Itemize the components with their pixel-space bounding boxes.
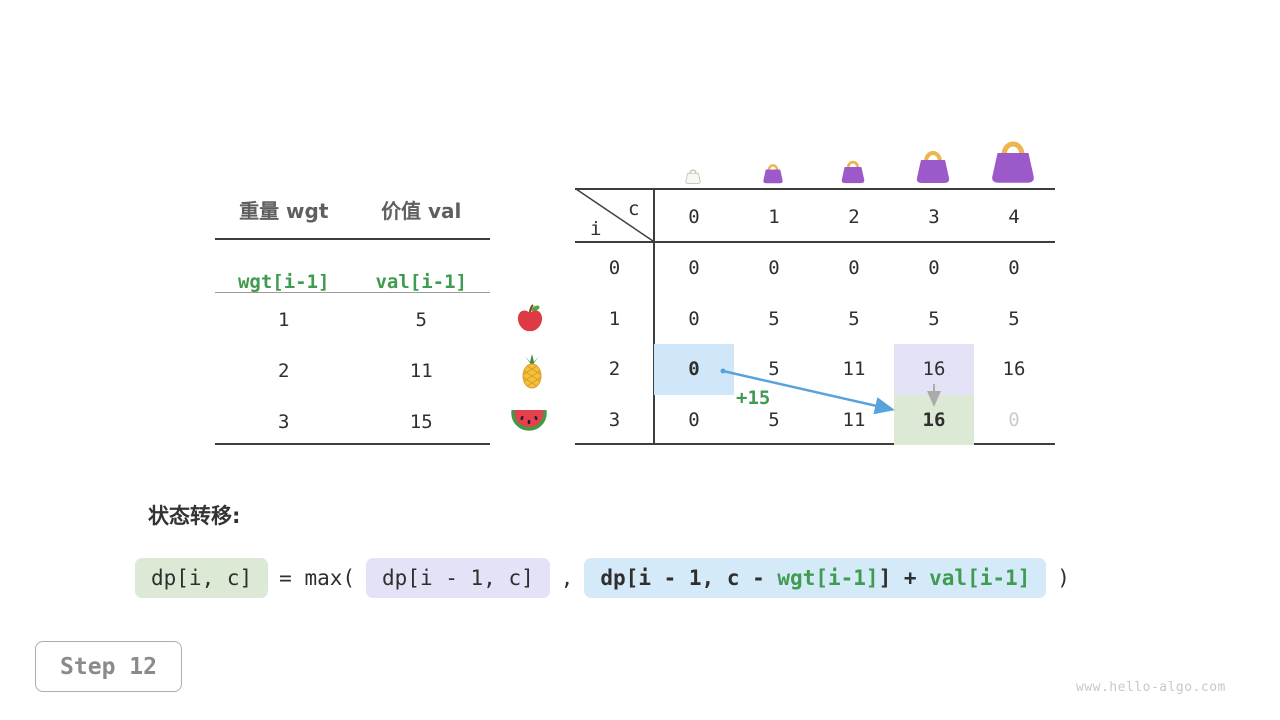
formula-option2: dp[i - 1, c - wgt[i-1]] + val[i-1] [584, 558, 1047, 598]
dp-col-header: 4 [1008, 206, 1020, 228]
items-table-row: 1 5 [215, 305, 490, 335]
items-table-row: 2 11 [215, 356, 490, 386]
dp-cell: 5 [928, 307, 940, 330]
watermelon-icon [511, 410, 547, 431]
bag-icon-2 [841, 160, 865, 184]
dp-corner-row-label: i [590, 218, 602, 240]
section-label: 状态转移: [148, 504, 241, 528]
item-val: 15 [409, 411, 433, 433]
dp-cell: 0 [928, 257, 940, 280]
dp-cell: 5 [848, 307, 860, 330]
dp-table-top-border [575, 188, 1055, 190]
dp-cell: 5 [768, 307, 780, 330]
formula-option2-wgt: wgt[i-1] [777, 566, 879, 590]
dp-cell: 11 [842, 358, 866, 381]
dp-cell: 0 [688, 257, 700, 280]
items-table-bottom-divider [215, 443, 490, 445]
bag-icon-0 [685, 169, 701, 184]
item-wgt: 3 [278, 411, 290, 433]
dp-corner-diagonal [575, 188, 654, 242]
items-header-val: 价值 val [381, 199, 462, 223]
items-header-wgt: 重量 wgt [239, 199, 329, 223]
dp-cell: 5 [768, 408, 780, 431]
formula-option2-val: val[i-1] [929, 566, 1031, 590]
dp-cell: 0 [768, 257, 780, 280]
dp-cell: 0 [688, 408, 700, 431]
bag-icon-4 [992, 141, 1034, 183]
formula-lhs: dp[i, c] [135, 558, 269, 598]
item-wgt: 2 [278, 360, 290, 382]
items-table-top-divider [215, 238, 490, 240]
dp-corner-col-label: c [628, 198, 640, 220]
dp-row-headers: 0 1 2 3 [575, 243, 654, 445]
dp-table-vertical-divider [653, 188, 655, 445]
dp-cell-source: 0 [688, 358, 700, 381]
dp-cell: 5 [768, 358, 780, 381]
items-table-row: 3 15 [215, 407, 490, 437]
dp-row-header: 0 [608, 257, 621, 280]
item-val: 11 [409, 360, 433, 382]
bag-icon-3 [916, 151, 950, 183]
dp-col-header: 1 [768, 206, 780, 228]
formula-option2-prefix: dp[i - 1, c - [600, 566, 778, 590]
dp-row-header: 2 [608, 358, 621, 381]
bag-icon-1 [763, 164, 783, 184]
formula-separator: , [560, 566, 574, 590]
dp-row-header: 1 [608, 307, 621, 330]
transition-value-label: +15 [736, 387, 771, 409]
formula-option1: dp[i - 1, c] [366, 558, 550, 598]
dp-cell: 11 [842, 408, 866, 431]
formula-option2-infix: ] + [878, 566, 930, 590]
dp-cell: 16 [1002, 358, 1026, 381]
item-val: 5 [415, 309, 427, 331]
items-index-wgt: wgt[i-1] [237, 271, 330, 293]
dp-table-cells: 0 0 0 0 0 0 5 5 5 5 0 5 11 16 16 0 5 11 … [654, 243, 1054, 445]
dp-cell-current: 16 [922, 408, 946, 431]
dp-col-headers: 0 1 2 3 4 [654, 196, 1054, 238]
dp-cell-above: 16 [922, 358, 946, 381]
dp-cell: 0 [688, 307, 700, 330]
pineapple-icon [522, 354, 542, 389]
dp-col-header: 3 [928, 206, 940, 228]
dp-cell: 0 [848, 257, 860, 280]
state-transition-formula: dp[i, c] = max( dp[i - 1, c] , dp[i - 1,… [135, 558, 1070, 598]
dp-cell: 0 [1008, 257, 1020, 280]
step-badge: Step 12 [35, 641, 182, 692]
dp-table-header-divider [575, 241, 1055, 243]
items-table-mid-divider [215, 292, 490, 293]
dp-col-header: 2 [848, 206, 860, 228]
dp-row-header: 3 [608, 408, 621, 431]
dp-table-bottom-border [575, 443, 1055, 445]
site-watermark: www.hello-algo.com [1076, 680, 1226, 695]
formula-equals-max: = max( [279, 566, 356, 590]
formula-close-paren: ) [1057, 566, 1070, 590]
dp-cell-unfilled: 0 [1008, 408, 1020, 431]
item-wgt: 1 [278, 309, 290, 331]
items-table-index-row: wgt[i-1] val[i-1] [215, 267, 490, 297]
items-index-val: val[i-1] [375, 271, 467, 293]
dp-col-header: 0 [688, 206, 700, 228]
apple-icon [517, 304, 543, 332]
dp-cell: 5 [1008, 307, 1020, 330]
items-table-header-row: 重量 wgt 价值 val [215, 196, 490, 226]
